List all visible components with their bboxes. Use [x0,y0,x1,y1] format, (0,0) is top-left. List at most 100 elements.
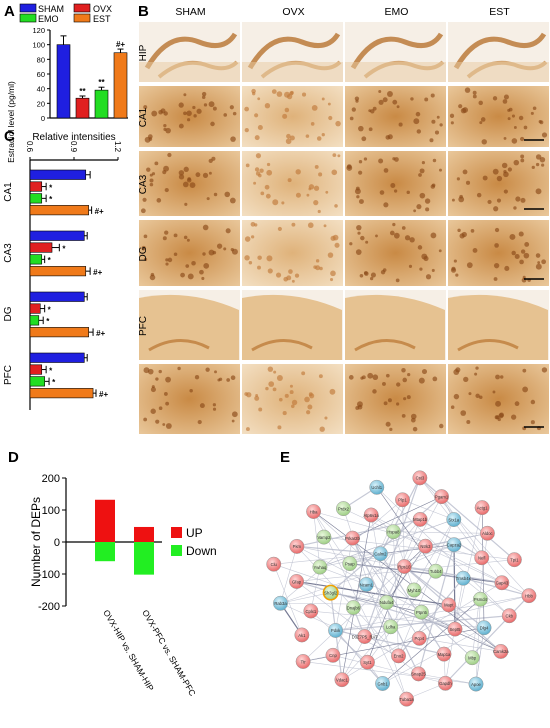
network-node: Myh10 [406,582,422,598]
stained-cell [365,240,369,244]
stained-cell [439,423,444,429]
stained-cell [398,122,403,127]
stained-cell [498,413,504,419]
chart-a-estradiol: Estradiol level (pg/ml) 0 20 40 60 80 100 120 *… [6,26,128,163]
chart-d-ytick-label: 100 [42,505,60,517]
stained-cell [429,138,434,143]
stained-cell [214,370,217,374]
stained-cell [412,426,418,432]
hippocampus-cell-layer [144,32,238,70]
network-node: Gfap [289,574,305,589]
panel-b-column-header-sham: SHAM [175,6,205,18]
stained-cell [165,262,169,266]
stained-cell [389,427,393,432]
stained-cell [334,204,338,208]
network-node-circle [294,627,310,643]
stained-cell [191,260,196,266]
stained-cell [307,404,313,410]
micrograph-pfc-zoom-est [448,364,549,434]
stained-cell [313,200,319,206]
stained-cell [283,276,289,282]
chart-a-annotation: ** [79,87,86,96]
network-node-circle [468,676,484,692]
network-node-label: Dlg4 [480,626,489,631]
stained-cell [496,198,502,203]
chart-c-annotation: * [48,305,52,314]
stained-cell [165,423,172,429]
stained-cell [201,276,205,281]
stained-cell [396,105,400,109]
stained-cell [351,107,356,112]
network-node-circle [379,594,395,610]
stained-cell [335,120,341,127]
network-edge [341,626,391,680]
stained-cell [519,259,524,265]
stained-cell [295,169,301,175]
network-node-label: Calm2 [374,552,387,557]
stained-cell [154,161,159,166]
stained-cell [162,423,166,426]
stained-cell [424,198,431,204]
network-node-label: Cnp [329,653,337,658]
stained-cell [212,407,217,411]
stained-cell [330,235,336,241]
network-node: Gnb1 [375,676,391,691]
stained-cell [472,248,478,253]
stained-cell [202,224,209,231]
stained-cell [311,105,318,111]
stained-cell [203,263,210,269]
network-node: Nefl [474,550,490,566]
stained-cell [541,367,548,373]
stained-cell [438,249,442,253]
stained-cell [431,268,435,272]
chart-d-ylabel: Number of DEPs [29,497,43,587]
stained-cell [244,106,249,112]
network-node: Hspa8 [385,524,401,540]
stained-cell [199,403,205,409]
network-node-label: Psap [345,561,355,566]
stained-cell [363,157,368,161]
network-node: Ncam1 [358,577,374,592]
stained-cell [273,370,277,374]
stained-cell [306,193,310,197]
network-node: Hba [306,504,322,519]
stained-cell [315,259,320,263]
stained-cell [406,190,410,195]
chart-c-group-label: PFC [3,365,14,385]
stained-cell [514,253,520,259]
stained-cell [455,273,459,277]
stained-cell [183,166,189,172]
stained-cell [494,227,500,233]
stained-cell [379,190,385,195]
stained-cell [308,187,312,191]
stained-cell [223,113,228,117]
stained-cell [252,91,256,96]
chart-a-ytick-label: 0 [41,114,45,123]
stained-cell [463,376,469,383]
stained-cell [230,375,236,381]
network-node-label: Gfap [292,579,302,584]
stained-cell [337,154,341,158]
stained-cell [265,193,271,199]
network-node-label: Tubb4 [430,569,442,574]
micrograph-ca3-est [448,151,549,216]
stained-cell [378,158,384,164]
stained-cell [357,404,363,410]
micrograph-ca3-emo [345,151,446,216]
chart-c-bar [29,266,87,277]
network-node-label: Ckb [506,614,514,619]
stained-cell [327,102,331,106]
stained-cell [183,235,188,240]
stained-cell [395,278,400,283]
stained-cell [257,124,263,130]
network-nodes: Myh10 Ndufa4 Rps10 Ptpn5 Ncam1 Tubb4 Ldha Calm2… [266,470,537,707]
network-node: Tmsb4x [456,570,472,586]
network-node-circle [303,603,319,619]
stained-cell [255,153,262,159]
stained-cell [186,238,190,242]
stained-cell [523,252,530,259]
stained-cell [493,263,500,269]
stained-cell [408,264,413,268]
micrograph-pfc-ovx [242,290,343,360]
